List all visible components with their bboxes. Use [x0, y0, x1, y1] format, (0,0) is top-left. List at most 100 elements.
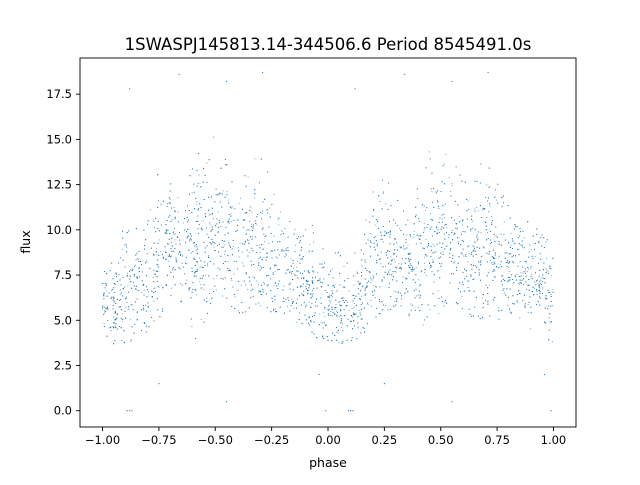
data-point	[508, 262, 510, 264]
data-point	[390, 308, 392, 311]
data-point	[202, 181, 204, 183]
data-point	[432, 293, 434, 295]
data-point	[512, 295, 514, 297]
data-point	[541, 287, 543, 289]
data-point	[481, 209, 483, 211]
data-point	[516, 301, 518, 303]
data-point	[181, 262, 183, 264]
data-point	[396, 300, 398, 302]
data-point	[264, 236, 266, 238]
data-point	[153, 300, 155, 302]
data-point	[527, 267, 529, 269]
data-point	[530, 312, 532, 314]
data-point	[350, 315, 353, 317]
data-point	[544, 297, 547, 299]
data-point	[225, 226, 227, 228]
data-point	[279, 211, 281, 213]
data-point	[519, 231, 522, 233]
data-point	[498, 255, 500, 257]
data-point	[303, 290, 305, 292]
data-point	[151, 296, 153, 298]
data-point	[118, 325, 120, 328]
data-point	[381, 279, 383, 281]
data-point	[143, 294, 145, 296]
data-point	[448, 176, 450, 178]
data-point	[420, 242, 422, 244]
data-point	[110, 329, 112, 332]
data-point	[218, 227, 220, 229]
data-point	[491, 219, 494, 222]
data-point	[146, 289, 149, 291]
data-point	[482, 207, 484, 209]
data-point	[129, 275, 131, 277]
data-point	[521, 279, 523, 281]
data-point	[127, 308, 129, 310]
data-point	[289, 270, 291, 272]
data-point	[161, 310, 164, 312]
data-point	[314, 301, 316, 303]
data-point	[430, 245, 432, 247]
data-point	[153, 253, 155, 255]
data-point	[260, 284, 263, 286]
data-point	[386, 274, 388, 276]
data-point	[311, 224, 313, 227]
data-point	[440, 265, 442, 267]
data-point	[485, 228, 487, 231]
data-point	[443, 183, 445, 185]
data-point	[272, 241, 274, 243]
data-point	[367, 239, 369, 241]
data-point	[125, 317, 127, 319]
data-point	[250, 260, 252, 262]
data-point	[328, 309, 330, 311]
data-point	[427, 224, 429, 226]
data-point	[446, 302, 448, 304]
data-point	[228, 242, 230, 244]
data-point	[168, 255, 170, 257]
data-point	[274, 310, 277, 313]
data-point	[479, 182, 481, 184]
data-point	[498, 307, 500, 309]
data-point	[265, 259, 267, 261]
data-point	[471, 251, 473, 254]
data-point	[261, 212, 263, 214]
data-point	[501, 275, 504, 277]
data-point	[245, 272, 247, 274]
data-point	[495, 266, 497, 269]
data-point	[201, 266, 203, 268]
data-point	[445, 223, 447, 226]
data-point	[415, 267, 417, 269]
data-point	[274, 270, 276, 272]
data-point	[123, 342, 125, 344]
data-point	[199, 203, 201, 205]
data-point	[158, 200, 160, 202]
data-point	[386, 254, 388, 256]
data-point	[179, 268, 181, 270]
data-point	[188, 287, 190, 289]
data-point	[486, 216, 488, 219]
data-point	[211, 226, 213, 228]
data-point	[209, 223, 211, 225]
data-point	[315, 298, 318, 300]
data-point	[381, 281, 383, 283]
data-point	[255, 303, 257, 305]
data-point	[191, 270, 193, 272]
data-point	[116, 273, 118, 275]
data-point	[191, 291, 193, 293]
data-point	[338, 342, 340, 344]
data-point	[209, 260, 211, 262]
data-point	[470, 253, 472, 255]
data-point	[103, 325, 105, 327]
data-point	[540, 282, 542, 285]
data-point	[254, 193, 256, 195]
data-point	[251, 247, 253, 249]
data-point	[213, 278, 215, 280]
data-point	[342, 297, 344, 299]
data-point	[406, 247, 408, 249]
data-point	[141, 263, 143, 266]
data-point	[381, 208, 383, 210]
data-point	[312, 232, 314, 234]
data-point	[203, 299, 205, 301]
data-point	[294, 228, 296, 230]
data-point	[191, 267, 193, 269]
data-point	[139, 260, 141, 262]
